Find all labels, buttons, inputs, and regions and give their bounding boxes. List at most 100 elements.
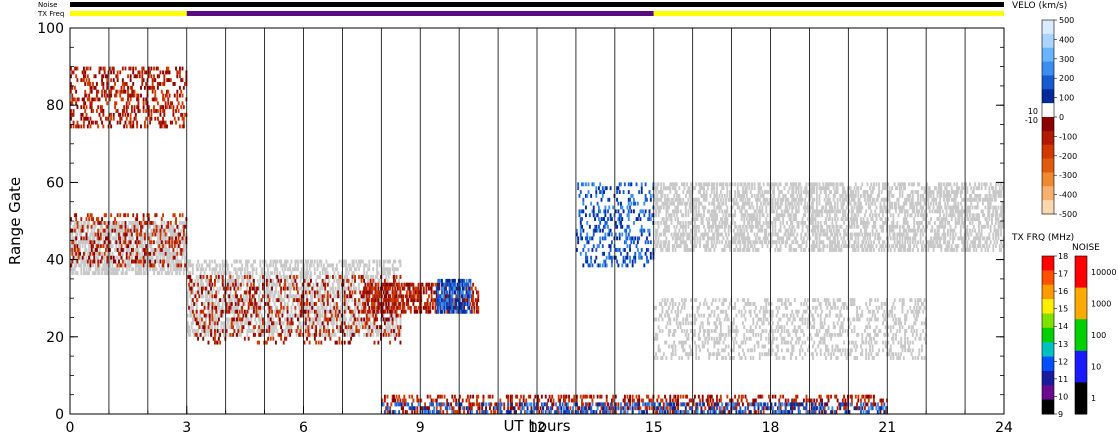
noise-bar <box>70 2 1004 7</box>
txfreq-tick-label: 16 <box>1058 287 1068 296</box>
txfreq-bar-label: TX Freq <box>37 10 64 18</box>
txfreq-tick-label: 14 <box>1058 322 1068 331</box>
y-tick-label: 20 <box>46 330 64 346</box>
txfreq-colorbar-swatch <box>1042 299 1054 314</box>
velocity-colorbar-swatch <box>1042 103 1054 118</box>
txfreq-colorbar-swatch <box>1042 356 1054 372</box>
txfreq-colorbar-title: TX FRQ (MHz) <box>1011 233 1074 243</box>
scan-lines <box>108 28 966 414</box>
txfreq-tick-label: 13 <box>1058 340 1068 349</box>
txfreq-tick-label: 11 <box>1058 375 1068 384</box>
velocity-colorbar-title: VELO (km/s) <box>1012 1 1067 11</box>
velocity-zero-band-label: -10 <box>1025 116 1038 125</box>
y-tick-label: 60 <box>46 175 64 191</box>
x-tick-label: 18 <box>762 420 780 435</box>
noise-bar-label: Noise <box>38 1 57 9</box>
txfreq-segment-1 <box>186 11 654 16</box>
y-tick-label: 40 <box>46 253 64 269</box>
noise-colorbar-title: NOISE <box>1072 243 1100 253</box>
velocity-tick-label: 400 <box>1059 35 1074 44</box>
velocity-colorbar-swatch <box>1042 144 1054 160</box>
x-tick-label: 6 <box>299 420 308 435</box>
txfreq-colorbar-swatch <box>1042 313 1054 329</box>
velocity-colorbar-swatch <box>1042 200 1054 215</box>
noise-colorbar-swatch <box>1075 256 1087 289</box>
velocity-tick-label: 100 <box>1059 94 1074 103</box>
velocity-tick-label: -400 <box>1059 191 1077 200</box>
noise-colorbar-swatch <box>1075 319 1087 352</box>
x-tick-label: 9 <box>416 420 425 435</box>
echo-pixels <box>70 66 1005 414</box>
velocity-colorbar-swatch <box>1042 61 1054 76</box>
txfreq-colorbar: TX FRQ (MHz) 18 17 16 15 14 13 12 11 10 9 <box>1011 233 1074 419</box>
txfreq-tick-label: 15 <box>1058 305 1068 314</box>
echo-region-6 <box>435 278 472 314</box>
txfreq-colorbar-swatch <box>1042 256 1054 271</box>
noise-tick-label: 1 <box>1091 394 1096 403</box>
velocity-tick-label: 0 <box>1059 113 1064 122</box>
txfreq-colorbar-swatch <box>1042 342 1054 358</box>
txfreq-tick-label: 9 <box>1058 410 1063 419</box>
velocity-colorbar-swatch <box>1042 117 1054 132</box>
velocity-tick-label: -500 <box>1059 210 1077 219</box>
x-tick-label: 15 <box>645 420 663 435</box>
velocity-colorbar: VELO (km/s) 500 400 300 200 100 0 -100 -200 -300… <box>1012 1 1077 219</box>
txfreq-colorbar-swatch <box>1042 370 1054 386</box>
txfreq-tick-label: 18 <box>1058 252 1068 261</box>
noise-colorbar: NOISE 10000 1000 100 10 1 <box>1072 243 1116 415</box>
txfreq-colorbar-swatch <box>1042 385 1054 401</box>
x-axis-label: UT hours <box>503 417 570 435</box>
txfreq-bar <box>70 11 1004 16</box>
velocity-colorbar-swatch <box>1042 75 1054 90</box>
velocity-tick-label: 500 <box>1059 16 1074 25</box>
noise-tick-label: 100 <box>1091 331 1106 340</box>
velocity-colorbar-swatch <box>1042 89 1054 104</box>
txfreq-colorbar-swatch <box>1042 399 1054 415</box>
y-tick-label: 100 <box>37 21 64 37</box>
velocity-tick-label: -100 <box>1059 132 1077 141</box>
txfreq-segment-2 <box>653 11 1004 16</box>
y-axis-label: Range Gate <box>6 177 24 265</box>
noise-tick-label: 10 <box>1091 363 1101 372</box>
velocity-tick-label: 300 <box>1059 55 1074 64</box>
x-tick-label: 24 <box>995 420 1013 435</box>
velocity-colorbar-swatch <box>1042 172 1054 187</box>
noise-tick-label: 1000 <box>1091 299 1111 308</box>
txfreq-tick-label: 17 <box>1058 270 1068 279</box>
x-tick-label: 3 <box>182 420 191 435</box>
y-tick-label: 0 <box>55 407 64 423</box>
noise-colorbar-swatch <box>1075 382 1087 415</box>
txfreq-tick-label: 12 <box>1058 357 1068 366</box>
velocity-tick-label: -200 <box>1059 152 1077 161</box>
velocity-colorbar-swatch <box>1042 33 1054 49</box>
noise-tick-label: 10000 <box>1091 268 1116 277</box>
y-tick-label: 80 <box>46 98 64 114</box>
echo-region-4 <box>186 275 402 345</box>
x-tick-label: 21 <box>878 420 896 435</box>
txfreq-colorbar-swatch <box>1042 270 1054 286</box>
noise-colorbar-swatch <box>1075 350 1087 383</box>
echo-region-9 <box>653 298 927 360</box>
x-tick-label: 0 <box>66 420 75 435</box>
echo-region-7 <box>575 182 655 268</box>
y-axis: 0 20 40 60 80 100 <box>37 21 1004 423</box>
txfreq-colorbar-swatch <box>1042 284 1054 300</box>
velocity-zero-band-label: 10 <box>1028 107 1038 116</box>
echo-region-8 <box>653 182 1005 252</box>
velocity-colorbar-swatch <box>1042 47 1054 63</box>
txfreq-tick-label: 10 <box>1058 392 1068 401</box>
velocity-tick-label: -300 <box>1059 171 1077 180</box>
velocity-colorbar-swatch <box>1042 158 1054 173</box>
txfreq-colorbar-swatch <box>1042 327 1054 343</box>
velocity-colorbar-swatch <box>1042 20 1054 35</box>
top-status-bars: Noise TX Freq <box>37 1 1004 18</box>
velocity-colorbar-swatch <box>1042 186 1054 201</box>
velocity-tick-label: 200 <box>1059 74 1074 83</box>
echo-region-2 <box>70 66 188 129</box>
x-tick-label: 12 <box>528 420 546 435</box>
velocity-colorbar-swatch <box>1042 130 1054 146</box>
x-axis: 0 3 6 9 12 15 18 21 24 <box>66 406 1013 435</box>
txfreq-segment-0 <box>70 11 187 16</box>
